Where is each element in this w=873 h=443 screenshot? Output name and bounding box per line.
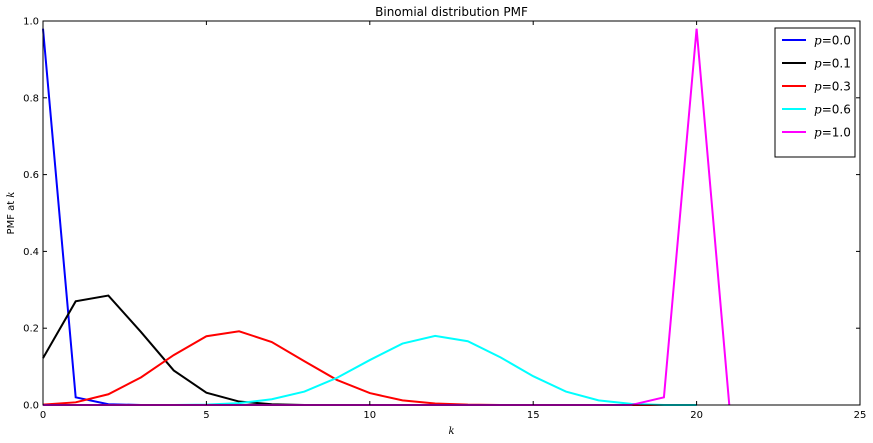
legend-label-var: p — [814, 34, 822, 48]
legend-label-3: p=0.6 — [814, 103, 851, 117]
legend-label-var: p — [814, 57, 822, 71]
legend-label-value: =0.6 — [822, 103, 851, 117]
y-axis-label-var: k — [6, 192, 17, 198]
legend-label-value: =0.3 — [822, 80, 851, 94]
legend-label-value: =0.0 — [822, 34, 851, 48]
plot-area — [43, 21, 860, 405]
x-tick-label: 0 — [40, 410, 46, 421]
legend-box — [774, 27, 856, 158]
legend-label-2: p=0.3 — [814, 80, 851, 94]
legend-label-var: p — [814, 103, 822, 117]
legend-label-value: =0.1 — [822, 57, 851, 71]
y-tick-label: 1.0 — [23, 17, 39, 28]
x-tick-label: 15 — [527, 410, 540, 421]
plot-frame — [42, 20, 861, 406]
y-tick-label: 0.0 — [23, 401, 39, 412]
y-tick-label: 0.6 — [23, 170, 39, 181]
x-tick-label: 25 — [854, 410, 867, 421]
chart-title: Binomial distribution PMF — [375, 5, 528, 19]
y-tick-label: 0.2 — [23, 324, 39, 335]
legend-label-var: p — [814, 80, 822, 94]
legend-label-value: =1.0 — [822, 126, 851, 140]
legend-label-4: p=1.0 — [814, 126, 851, 140]
x-tick-label: 20 — [690, 410, 703, 421]
y-tick-label: 0.4 — [23, 247, 39, 258]
y-tick-label: 0.8 — [23, 93, 39, 104]
y-axis-label: PMF at k — [6, 192, 17, 235]
x-tick-label: 5 — [203, 410, 209, 421]
legend-label-var: p — [814, 126, 822, 140]
ticks-layer: 0 5 10 15 20 25 0.0 0.2 0.4 0.6 0.8 1.0 — [23, 17, 866, 422]
legend-label-0: p=0.0 — [814, 34, 851, 48]
legend-label-1: p=0.1 — [814, 57, 851, 71]
x-axis-label: k — [448, 426, 454, 437]
legend: p=0.0p=0.1p=0.3p=0.6p=1.0 — [774, 27, 856, 158]
x-tick-label: 10 — [363, 410, 376, 421]
y-axis-label-prefix: PMF at — [6, 198, 17, 235]
